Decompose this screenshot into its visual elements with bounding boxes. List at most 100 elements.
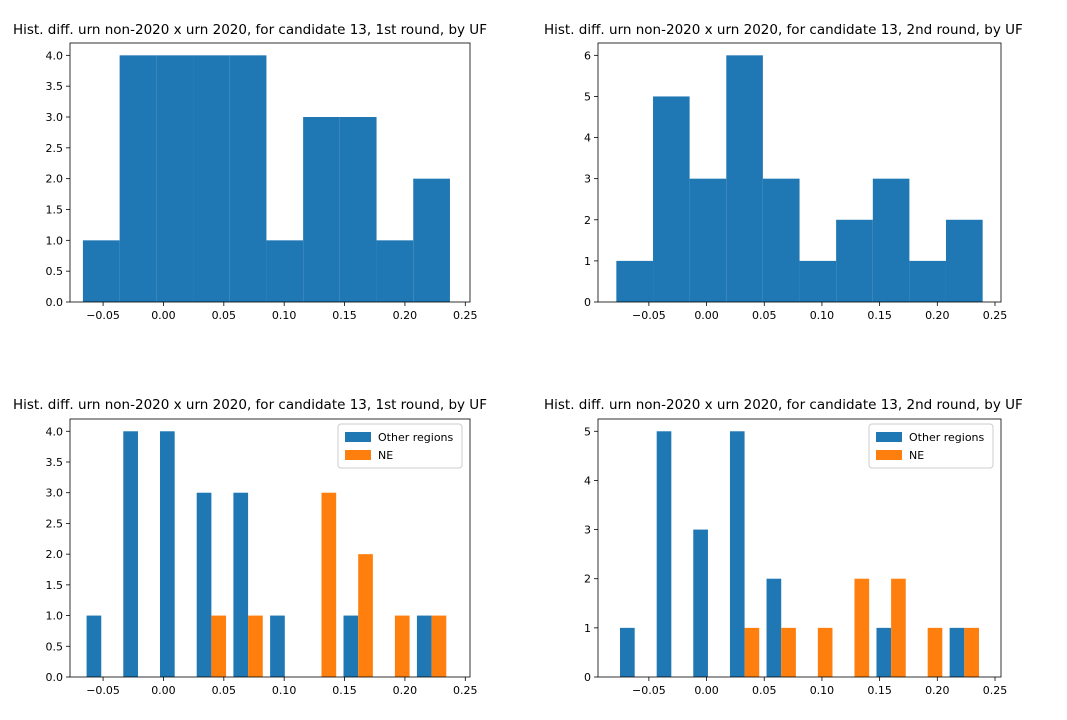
bar-bin9 [376,240,414,302]
y-tick-label: 0 [584,296,591,309]
y-tick-label: 6 [584,49,591,62]
legend: Other regions NE [868,423,994,469]
y-tick-label: 4.0 [46,425,64,438]
y-tick-label: 3.0 [46,111,64,124]
bar-s1-bin10 [949,627,965,677]
y-tick-label: 1.0 [46,610,64,623]
legend-swatch [345,450,371,460]
x-tick-label: 0.15 [332,684,357,697]
bar-bin1 [82,240,120,302]
chart-panel-1: Hist. diff. urn non-2020 x urn 2020, for… [13,22,487,322]
y-tick-label: 3.0 [46,487,64,500]
axes-frame [597,418,1002,678]
bar-bin8 [339,117,377,302]
y-tick-label: 5 [584,425,591,438]
bar-s1-bin3 [159,431,175,677]
y-tick-label: 2.5 [46,517,64,530]
y-tick-label: 0.0 [46,296,64,309]
x-tick-label: 0.25 [453,684,478,697]
bar-s1-bin5 [233,492,249,677]
bar-s1-bin4 [729,431,745,677]
bar-s2-bin4 [211,615,227,677]
bar-s1-bin1 [86,615,102,677]
x-tick-label: 0.00 [694,684,719,697]
bar-s2-bin9 [927,627,943,677]
chart-panel-3: Hist. diff. urn non-2020 x urn 2020, for… [13,397,487,697]
x-tick-label: 0.05 [212,309,237,322]
chart-title: Hist. diff. urn non-2020 x urn 2020, for… [13,22,487,38]
bar-bin6 [799,260,837,302]
bar-bin10 [413,178,450,302]
y-tick-label: 3.5 [46,80,64,93]
x-tick-label: 0.20 [393,309,418,322]
x-tick-label: 0.20 [393,684,418,697]
y-tick-label: 2.0 [46,548,64,561]
bar-s2-bin8 [891,578,906,677]
x-tick-label: 0.05 [212,684,237,697]
bar-s1-bin4 [196,492,212,677]
x-tick-label: 0.25 [983,309,1008,322]
bar-bin1 [616,260,654,302]
x-tick-label: −0.05 [86,309,120,322]
bar-s2-bin8 [358,554,373,677]
legend-label: NE [909,449,924,462]
y-tick-label: 1 [584,622,591,635]
axes-frame [69,42,471,303]
bar-s1-bin10 [416,615,432,677]
bar-bin2 [653,96,690,302]
chart-title: Hist. diff. urn non-2020 x urn 2020, for… [544,397,1023,413]
chart-title: Hist. diff. urn non-2020 x urn 2020, for… [544,22,1023,38]
bar-s2-bin7 [321,492,337,677]
bar-bin8 [872,178,910,302]
y-tick-label: 0.5 [46,265,64,278]
chart-title: Hist. diff. urn non-2020 x urn 2020, for… [13,397,487,413]
bar-bin4 [726,55,763,303]
y-tick-label: 0 [584,671,591,684]
y-tick-label: 4 [584,132,591,145]
legend-label: NE [378,449,393,462]
x-tick-label: −0.05 [632,684,666,697]
legend-label: Other regions [909,431,985,444]
y-tick-label: 2 [584,573,591,586]
y-tick-label: 3 [584,173,591,186]
legend-swatch [345,432,371,442]
chart-panel-2: Hist. diff. urn non-2020 x urn 2020, for… [544,22,1023,322]
bar-s1-bin3 [693,529,708,677]
y-tick-label: 2 [584,214,591,227]
y-tick-label: 1 [584,255,591,268]
bar-bin4 [193,55,230,303]
bar-s2-bin5 [248,615,263,677]
x-tick-label: 0.00 [151,684,176,697]
bar-bin9 [909,260,946,302]
bar-bin10 [945,219,983,302]
x-tick-label: 0.10 [272,684,297,697]
bar-bin6 [266,240,304,302]
bar-bin7 [303,117,340,302]
y-tick-label: 5 [584,90,591,103]
y-tick-label: 4 [584,474,591,487]
bar-bin3 [689,178,727,302]
x-tick-label: 0.10 [810,309,835,322]
bar-s2-bin5 [781,627,796,677]
x-tick-label: 0.00 [151,309,176,322]
bar-s2-bin6 [817,627,833,677]
x-tick-label: 0.20 [925,684,950,697]
axes-frame [597,42,1002,303]
x-tick-label: 0.25 [983,684,1008,697]
x-tick-label: 0.15 [867,684,892,697]
x-tick-label: −0.05 [86,684,120,697]
bar-s2-bin7 [854,578,870,677]
y-tick-label: 2.5 [46,142,64,155]
x-tick-label: −0.05 [632,309,666,322]
x-tick-label: 0.00 [694,309,719,322]
bar-s1-bin1 [620,627,635,677]
bar-bin3 [156,55,194,303]
chart-panel-4: Hist. diff. urn non-2020 x urn 2020, for… [544,397,1023,697]
bar-bin5 [229,55,267,303]
bar-s2-bin10 [431,615,447,677]
x-tick-label: 0.15 [867,309,892,322]
bar-bin5 [762,178,800,302]
bar-s1-bin8 [343,615,359,677]
bar-s1-bin6 [270,615,285,677]
x-tick-label: 0.05 [752,684,777,697]
